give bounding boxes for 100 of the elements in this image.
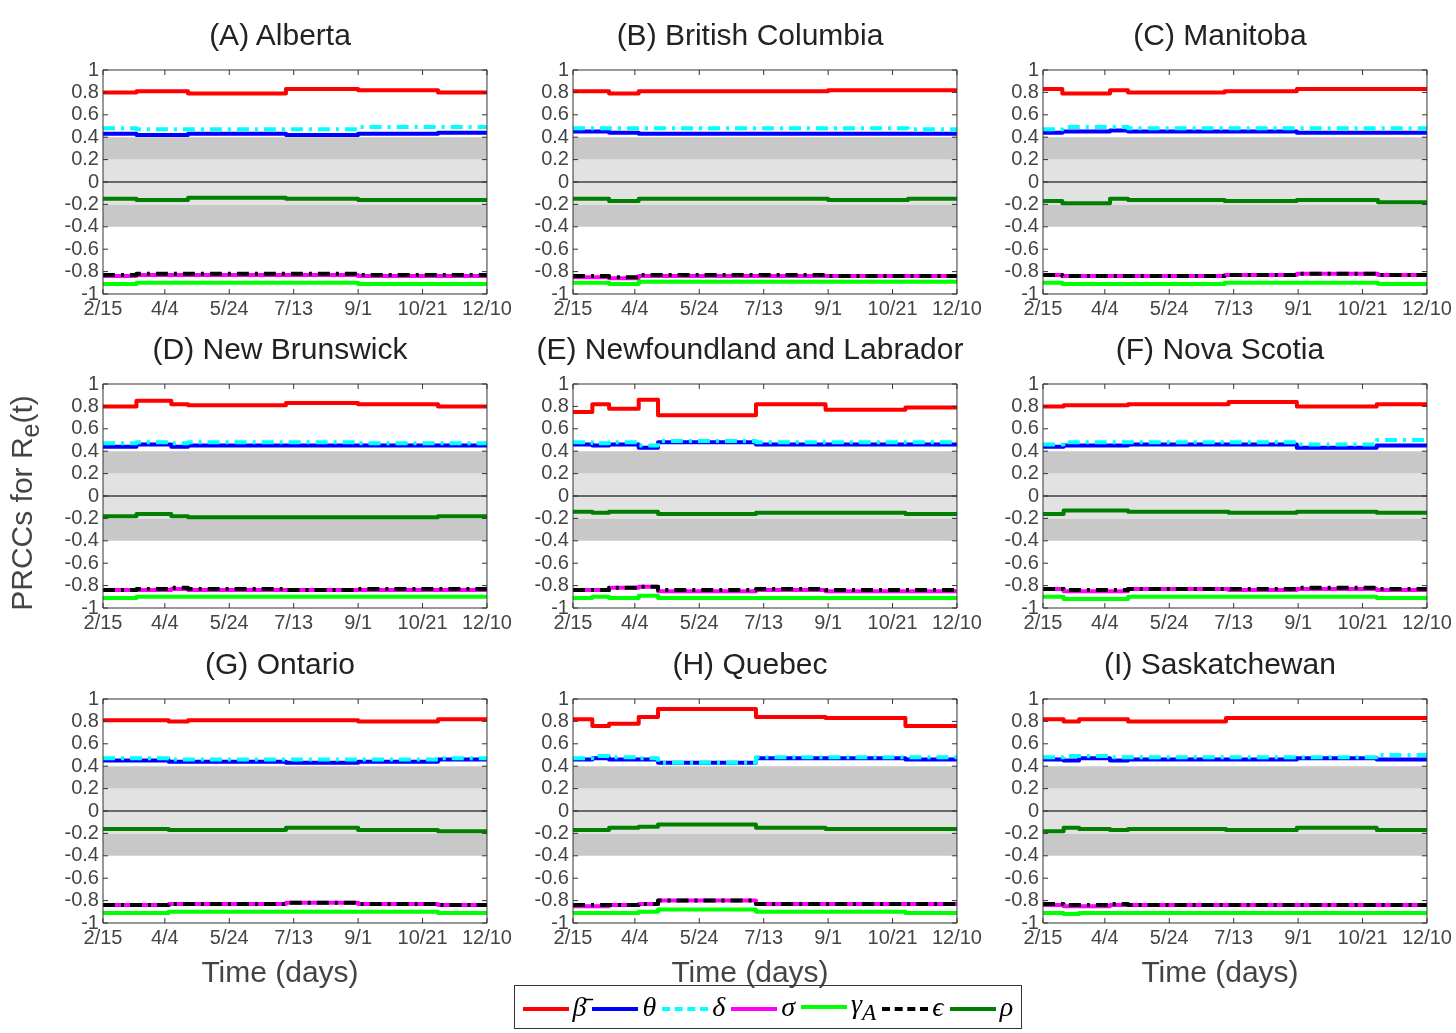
y-tick-label: 0.4 [541, 124, 569, 147]
y-tick-label: -0.8 [1004, 259, 1039, 282]
x-tick-label: 12/10 [461, 296, 513, 319]
x-tick-label: 9/1 [344, 610, 373, 633]
y-tick-label: 0 [1027, 798, 1039, 821]
x-tick-label: 10/21 [1337, 925, 1388, 948]
y-tick-label: -0.4 [534, 843, 569, 866]
y-tick-label: 0.4 [541, 438, 569, 461]
y-tick-label: 0.2 [541, 776, 569, 799]
y-tick-label: 0.8 [71, 393, 99, 416]
x-tick-label: 10/21 [1337, 296, 1388, 319]
y-tick-label: -0.8 [534, 573, 569, 596]
chart-title: (F) Nova Scotia [1114, 332, 1326, 366]
y-tick-label: 0.8 [71, 708, 99, 731]
y-tick-label: 0.4 [1011, 438, 1039, 461]
chart-title: (H) Quebec [671, 647, 829, 681]
y-tick-label: 1 [87, 57, 99, 80]
y-tick-label: -0.6 [1004, 865, 1039, 888]
y-tick-label: 0 [1027, 169, 1039, 192]
y-tick-label: 0.4 [541, 753, 569, 776]
legend-label: ρ [999, 990, 1014, 1022]
x-tick-label: 10/21 [1337, 610, 1388, 633]
y-tick-label: 1 [557, 686, 569, 709]
y-tick-label: -0.2 [1004, 505, 1039, 528]
y-tick-label: -0.6 [1004, 236, 1039, 259]
x-tick-label: 7/13 [744, 296, 784, 319]
y-tick-label: 1 [87, 686, 99, 709]
y-tick-label: 0.2 [1011, 776, 1039, 799]
x-tick-label: 10/21 [397, 296, 448, 319]
y-tick-label: -0.8 [64, 888, 99, 911]
y-tick-label: -0.4 [1004, 843, 1039, 866]
x-tick-label: 7/13 [274, 296, 314, 319]
y-tick-label: 0.6 [71, 102, 99, 125]
y-tick-label: -0.8 [534, 888, 569, 911]
x-tick-label: 12/10 [931, 610, 983, 633]
x-tick-label: 4/4 [1090, 610, 1119, 633]
y-tick-label: 1 [557, 57, 569, 80]
x-tick-label: 9/1 [814, 610, 843, 633]
y-tick-label: 0.6 [71, 416, 99, 439]
y-tick-label: -0.4 [1004, 528, 1039, 551]
x-tick-label: 10/21 [867, 296, 918, 319]
y-tick-label: -0.4 [534, 214, 569, 237]
y-tick-label: 0.2 [71, 776, 99, 799]
y-tick-label: -0.6 [64, 865, 99, 888]
y-tick-label: -0.4 [64, 528, 99, 551]
y-tick-label: -0.8 [64, 259, 99, 282]
x-tick-label: 9/1 [1284, 610, 1313, 633]
x-tick-label: 10/21 [867, 610, 918, 633]
x-axis-title: Time (days) [1140, 955, 1300, 989]
y-tick-label: 0 [1027, 483, 1039, 506]
y-tick-label: -0.4 [64, 214, 99, 237]
x-tick-label: 9/1 [1284, 296, 1313, 319]
x-axis-title: Time (days) [200, 955, 360, 989]
y-tick-label: -0.2 [1004, 191, 1039, 214]
x-tick-label: 7/13 [274, 610, 314, 633]
x-tick-label: 12/10 [461, 610, 513, 633]
x-tick-label: 5/24 [679, 296, 719, 319]
y-tick-label: -0.6 [534, 236, 569, 259]
y-tick-label: -0.6 [1004, 550, 1039, 573]
x-tick-label: 10/21 [397, 610, 448, 633]
y-tick-label: -0.4 [534, 528, 569, 551]
legend-label: γ$_{A}$ [851, 988, 877, 1025]
x-tick-label: 5/24 [209, 296, 249, 319]
y-tick-label: 0.2 [71, 147, 99, 170]
y-tick-label: 0.8 [1011, 79, 1039, 102]
legend-label: δ [712, 990, 726, 1022]
y-tick-label: -0.2 [534, 820, 569, 843]
y-tick-label: 0.6 [1011, 416, 1039, 439]
legend-label: ϵ [932, 990, 944, 1022]
y-tick-label: 0 [557, 483, 569, 506]
x-tick-label: 12/10 [931, 296, 983, 319]
x-tick-label: 7/13 [274, 925, 314, 948]
x-tick-label: 5/24 [209, 610, 249, 633]
y-tick-label: -0.2 [64, 820, 99, 843]
y-tick-label: 0.6 [541, 416, 569, 439]
chart-title: (G) Ontario [204, 647, 356, 681]
x-tick-label: 7/13 [744, 610, 784, 633]
x-tick-label: 9/1 [344, 296, 373, 319]
y-tick-label: 1 [557, 371, 569, 394]
y-tick-label: 0.8 [1011, 708, 1039, 731]
y-tick-label: -0.8 [534, 259, 569, 282]
y-tick-label: 0 [557, 798, 569, 821]
y-tick-label: -0.8 [1004, 573, 1039, 596]
y-tick-label: 0.8 [541, 393, 569, 416]
y-tick-label: 1 [1027, 371, 1039, 394]
x-tick-label: 4/4 [620, 925, 649, 948]
x-tick-label: 4/4 [150, 925, 179, 948]
y-tick-label: 0 [87, 483, 99, 506]
x-tick-label: 9/1 [814, 925, 843, 948]
y-tick-label: -0.2 [64, 505, 99, 528]
x-tick-label: 12/10 [461, 925, 513, 948]
y-tick-label: 0.6 [541, 102, 569, 125]
y-tick-label: 0.4 [71, 438, 99, 461]
y-tick-label: -0.2 [1004, 820, 1039, 843]
y-tick-label: 0 [87, 169, 99, 192]
x-tick-label: 5/24 [1149, 925, 1189, 948]
x-tick-label: 12/10 [1401, 610, 1453, 633]
chart-title: (B) British Columbia [615, 18, 885, 52]
x-tick-label: 9/1 [1284, 925, 1313, 948]
x-tick-label: 5/24 [679, 610, 719, 633]
